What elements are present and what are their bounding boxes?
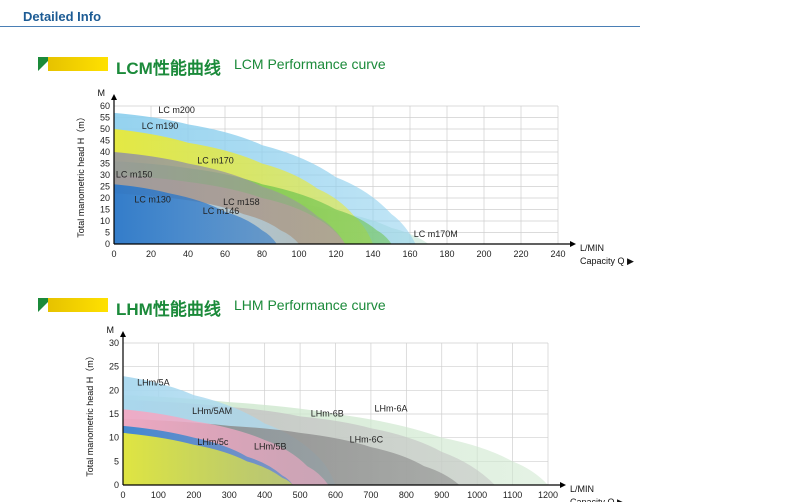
x-tick-label: 1200 xyxy=(538,490,558,500)
y-axis-arrow-icon xyxy=(120,331,126,337)
lcm-performance-chart: 0 20 40 60 80 100 120 140 160 180 200 220 2400510152… xyxy=(76,88,634,266)
series-label: LHm-6C xyxy=(350,434,384,444)
x-caption: Capacity Q ▶ xyxy=(580,256,634,266)
x-axis-arrow-icon xyxy=(570,241,576,247)
x-tick-label: 20 xyxy=(146,249,156,259)
y-tick-label: 0 xyxy=(114,480,119,490)
lhm-title-cn: LHM性能曲线 xyxy=(116,300,221,319)
y-tick-label: 30 xyxy=(100,170,110,180)
detailed-info-header: Detailed Info xyxy=(0,0,640,27)
x-tick-label: 1100 xyxy=(503,490,522,500)
y-axis-title: Total manometric head H（m） xyxy=(85,351,95,477)
lhm-title-en: LHM Performance curve xyxy=(234,297,386,313)
x-tick-label: 180 xyxy=(439,249,454,259)
x-tick-label: 1000 xyxy=(467,490,487,500)
x-tick-label: 100 xyxy=(291,249,306,259)
series-label: LHm-6B xyxy=(311,408,344,418)
series-label: LC m190 xyxy=(142,121,179,131)
x-tick-label: 120 xyxy=(328,249,343,259)
series-label: LHm/5c xyxy=(197,437,229,447)
x-tick-label: 800 xyxy=(399,490,414,500)
y-tick-label: 35 xyxy=(100,159,110,169)
x-tick-label: 200 xyxy=(186,490,201,500)
y-tick-label: 15 xyxy=(109,409,119,419)
x-tick-label: 40 xyxy=(183,249,193,259)
x-tick-label: 240 xyxy=(550,249,565,259)
y-tick-label: 5 xyxy=(105,228,110,238)
x-axis-arrow-icon xyxy=(560,482,566,488)
detailed-info-title: Detailed Info xyxy=(23,9,102,24)
series-label: LC m200 xyxy=(158,105,195,115)
y-tick-label: 20 xyxy=(100,193,110,203)
series-label: LC m158 xyxy=(223,197,260,207)
x-tick-label: 500 xyxy=(293,490,308,500)
x-tick-label: 80 xyxy=(257,249,267,259)
series-label: LC m130 xyxy=(134,195,171,205)
section-marker-icon xyxy=(38,57,108,71)
y-tick-label: 25 xyxy=(100,182,110,192)
y-tick-label: 20 xyxy=(109,385,119,395)
x-tick-label: 200 xyxy=(476,249,491,259)
series-label: LHm/5AM xyxy=(192,406,232,416)
y-tick-label: 30 xyxy=(109,338,119,348)
x-tick-label: 0 xyxy=(111,249,116,259)
series-label: LC m170M xyxy=(414,229,458,239)
series-label: LHm/5B xyxy=(254,442,287,452)
series-label: LC m150 xyxy=(116,169,153,179)
x-unit-label: L/MIN xyxy=(570,484,594,494)
x-caption: Capacity Q ▶ xyxy=(570,497,624,502)
x-tick-label: 900 xyxy=(434,490,449,500)
series-label: LHm/5A xyxy=(137,378,170,388)
lcm-title-cn: LCM性能曲线 xyxy=(116,59,221,78)
x-tick-label: 600 xyxy=(328,490,343,500)
y-tick-label: 60 xyxy=(100,101,110,111)
x-tick-label: 0 xyxy=(120,490,125,500)
y-tick-label: 40 xyxy=(100,147,110,157)
y-tick-label: 15 xyxy=(100,205,110,215)
series-label: LC m146 xyxy=(203,206,240,216)
series-label: LC m170 xyxy=(197,156,234,166)
x-tick-label: 60 xyxy=(220,249,230,259)
y-axis-arrow-icon xyxy=(111,94,117,100)
lcm-title-en: LCM Performance curve xyxy=(234,56,386,72)
x-tick-label: 400 xyxy=(257,490,272,500)
y-tick-label: 50 xyxy=(100,124,110,134)
y-tick-label: 10 xyxy=(100,216,110,226)
x-tick-label: 160 xyxy=(402,249,417,259)
series-area-lhm-5c xyxy=(123,432,293,485)
x-unit-label: L/MIN xyxy=(580,243,604,253)
series-area-lc-m130 xyxy=(114,184,277,244)
y-tick-label: 10 xyxy=(109,433,119,443)
y-tick-label: 25 xyxy=(109,362,119,372)
y-tick-label: 5 xyxy=(114,456,119,466)
x-tick-label: 220 xyxy=(513,249,528,259)
y-unit-label: M xyxy=(107,325,115,335)
series-label: LHm-6A xyxy=(374,404,407,414)
x-tick-label: 300 xyxy=(222,490,237,500)
y-tick-label: 45 xyxy=(100,136,110,146)
x-tick-label: 700 xyxy=(363,490,378,500)
y-tick-label: 0 xyxy=(105,239,110,249)
y-axis-title: Total manometric head H（m） xyxy=(76,112,86,238)
y-unit-label: M xyxy=(98,88,106,98)
section-marker-icon xyxy=(38,298,108,312)
x-tick-label: 140 xyxy=(365,249,380,259)
y-tick-label: 55 xyxy=(100,113,110,123)
x-tick-label: 100 xyxy=(151,490,166,500)
